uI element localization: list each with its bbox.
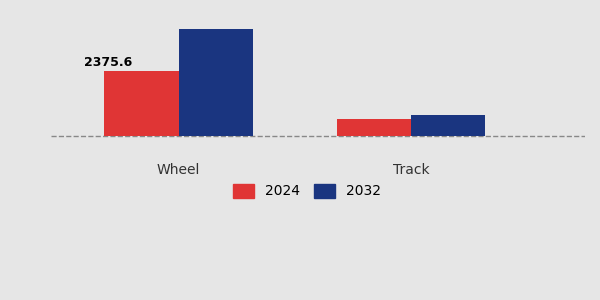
Bar (411, 115, 485, 136)
Text: 2375.6: 2375.6 (84, 56, 132, 69)
Bar (179, 29, 253, 136)
Bar (104, 71, 179, 136)
Legend: 2024, 2032: 2024, 2032 (228, 178, 387, 204)
Bar (337, 119, 411, 136)
